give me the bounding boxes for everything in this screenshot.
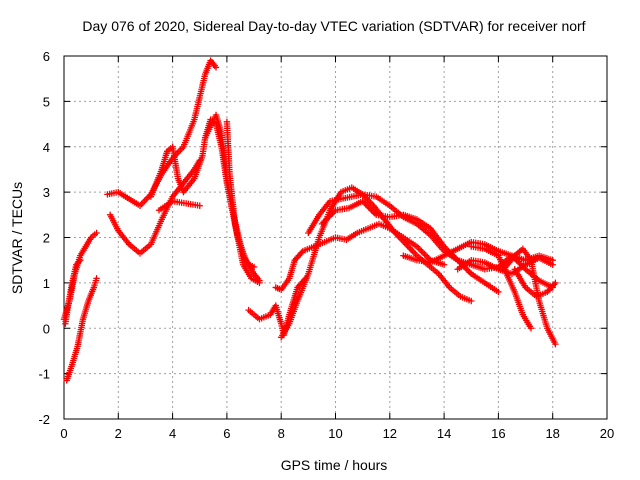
chart-title: Day 076 of 2020, Sidereal Day-to-day VTE…: [82, 18, 585, 34]
y-tick-labels: -2 -1 0 1 2 3 4 5 6: [38, 49, 50, 427]
x-tick-label: 6: [223, 426, 230, 441]
y-tick-label: 0: [43, 321, 50, 336]
y-tick-label: 1: [43, 276, 50, 291]
x-tick-label: 12: [383, 426, 397, 441]
series-sat-2: [62, 256, 84, 327]
data-point: [196, 202, 203, 209]
x-tick-label: 2: [115, 426, 122, 441]
x-tick-label: 14: [437, 426, 451, 441]
series-sat-11: [272, 220, 448, 293]
axis-ticks: [63, 55, 608, 420]
data-point: [495, 288, 502, 296]
data-point: [93, 275, 100, 282]
x-tick-label: 10: [328, 426, 342, 441]
x-tick-label: 0: [60, 426, 67, 441]
series-sat-14: [318, 198, 502, 296]
data-point: [552, 340, 559, 348]
y-tick-label: 2: [43, 231, 50, 246]
y-tick-label: 6: [43, 49, 50, 64]
series-sat-19: [511, 266, 559, 300]
data-point: [552, 279, 559, 287]
x-tick-label: 4: [169, 426, 176, 441]
y-axis-label: SDTVAR / TECUs: [9, 182, 25, 294]
data-point: [527, 325, 535, 332]
x-tick-label: 18: [545, 426, 559, 441]
y-tick-label: -1: [38, 367, 50, 382]
y-tick-label: -2: [38, 412, 50, 427]
data-point: [77, 256, 84, 264]
series-sat-12: [278, 184, 475, 341]
series-sat-17: [468, 243, 535, 332]
y-tick-label: 4: [43, 140, 50, 155]
y-tick-label: 3: [43, 185, 50, 200]
data-points: [60, 57, 559, 384]
x-tick-label: 20: [600, 426, 614, 441]
data-point: [440, 261, 448, 268]
data-point: [93, 229, 100, 237]
x-tick-label: 16: [491, 426, 505, 441]
x-axis-label: GPS time / hours: [281, 457, 388, 473]
y-tick-label: 5: [43, 94, 50, 109]
series-sat-7: [155, 198, 203, 214]
data-point: [250, 263, 258, 271]
data-point: [468, 297, 475, 305]
x-tick-label: 8: [278, 426, 285, 441]
data-point: [256, 279, 263, 287]
data-point: [212, 64, 220, 71]
data-point: [549, 261, 556, 268]
series-sat-9: [223, 118, 263, 287]
x-tick-labels: 0 2 4 6 8 10 12 14 16 18 20: [60, 426, 614, 441]
series-sat-3: [63, 275, 100, 384]
